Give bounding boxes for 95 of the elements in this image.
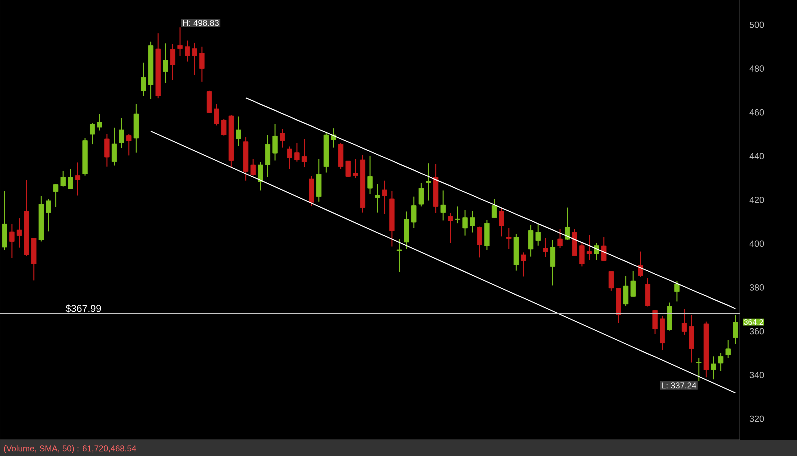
candlestick — [206, 90, 212, 114]
candlestick — [272, 124, 278, 162]
candlestick — [565, 207, 570, 241]
candlestick — [558, 228, 563, 250]
annotation: H: 498.83 — [183, 20, 219, 26]
candlestick — [265, 134, 271, 178]
y-tick-label: 360 — [750, 328, 764, 335]
candlestick — [280, 128, 286, 148]
candlestick — [645, 278, 651, 308]
candlestick — [689, 314, 694, 364]
ref-line-label: $367.99 — [66, 304, 102, 313]
candlestick — [586, 234, 592, 261]
y-tick-label: 420 — [750, 196, 764, 204]
candlestick — [178, 27, 183, 57]
candlestick — [484, 220, 490, 251]
y-tick-label: 440 — [750, 153, 764, 160]
candlestick — [536, 224, 541, 246]
candlestick — [250, 158, 256, 176]
candlestick — [682, 308, 688, 336]
candlestick — [119, 118, 124, 149]
annotation: L: 337.24 — [662, 382, 696, 389]
candlestick — [696, 358, 702, 382]
candlestick — [462, 210, 468, 236]
candlestick — [10, 224, 15, 259]
candlestick — [404, 211, 410, 250]
candlestick — [294, 142, 300, 162]
y-tick-label: 320 — [750, 416, 764, 422]
candlestick — [477, 226, 482, 258]
candlestick — [440, 190, 446, 222]
candlestick — [528, 224, 534, 258]
candlestick — [733, 314, 738, 345]
candlestick — [418, 183, 424, 208]
candlestick — [2, 190, 8, 251]
candlestick — [726, 340, 731, 359]
candlestick — [302, 139, 308, 168]
y-tick-label: 480 — [750, 66, 764, 72]
candlestick — [718, 352, 724, 372]
candlestick — [338, 142, 344, 170]
y-tick-label: 380 — [750, 284, 764, 291]
candlestick — [667, 302, 672, 332]
candlestick — [163, 43, 168, 84]
candlestick — [68, 168, 74, 190]
candlestick — [184, 40, 190, 62]
candlestick — [426, 163, 432, 202]
candlestick — [287, 146, 292, 170]
candlestick — [630, 270, 636, 298]
candlestick — [652, 310, 658, 335]
y-tick-label: 460 — [750, 109, 764, 116]
candlestick — [470, 210, 476, 234]
candlestick — [543, 238, 548, 258]
candlestick — [222, 118, 227, 136]
candlestick — [374, 184, 380, 214]
candlestick — [316, 158, 322, 202]
y-tick-label: 400 — [750, 240, 764, 248]
candlestick — [594, 242, 600, 261]
candlestick — [580, 242, 585, 268]
candlestick — [192, 42, 198, 76]
candlestick — [623, 276, 629, 307]
candlestick — [200, 46, 205, 82]
candlestick — [521, 252, 526, 278]
y-tick-label: 500 — [750, 22, 764, 28]
candlestick — [506, 228, 512, 250]
candlestick — [711, 356, 716, 380]
candlestick — [638, 251, 644, 278]
candlestick — [16, 218, 22, 248]
candlestick — [674, 280, 680, 302]
candlestick — [382, 180, 388, 215]
candlestick — [170, 44, 176, 81]
candlestick — [46, 198, 52, 232]
candlestick — [97, 114, 102, 132]
candlestick — [608, 271, 614, 292]
candlestick — [309, 176, 314, 207]
candlestick — [353, 158, 358, 179]
candlestick — [214, 104, 220, 126]
candlestick — [448, 212, 454, 244]
candlestick — [368, 156, 373, 195]
candlestick — [572, 228, 578, 256]
candlestick — [126, 134, 132, 156]
candlestick — [346, 160, 351, 178]
candlestick — [236, 116, 242, 147]
candlestick — [499, 208, 504, 238]
candlestick — [75, 162, 81, 196]
candlestick — [60, 170, 66, 188]
text: (Volume, SMA, 50) : 61,720,468.54 — [4, 445, 136, 454]
candlestick — [112, 127, 118, 166]
candlestick — [258, 162, 264, 192]
candlestick — [550, 240, 556, 286]
candlestick — [104, 134, 110, 168]
y-tick-label: 340 — [750, 372, 764, 378]
candlestick — [90, 123, 96, 146]
candlestick — [492, 198, 498, 218]
candlestick — [396, 238, 402, 273]
candlestick — [141, 62, 146, 97]
candlestick — [412, 196, 417, 229]
candlestick — [53, 184, 59, 208]
